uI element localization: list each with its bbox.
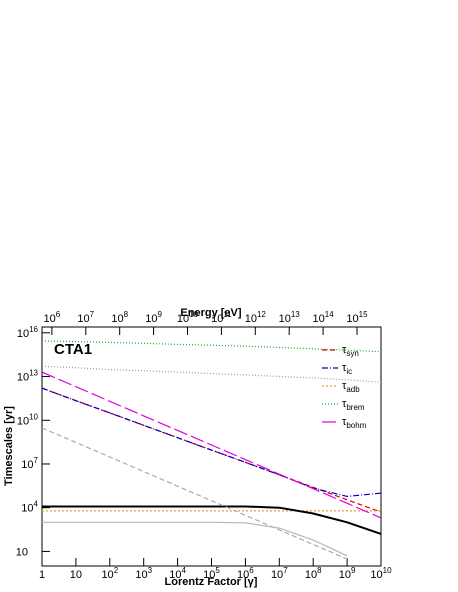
plot-lines [42, 340, 381, 560]
series-line [42, 427, 348, 560]
x2-tick-label: 108 [111, 310, 128, 325]
legend-label: τadb [342, 380, 360, 394]
x2-tick-label: 1010 [177, 310, 199, 325]
y-tick-label: 1013 [17, 369, 39, 384]
x-axis-label: Lorentz Factor [γ] [165, 576, 258, 588]
y-axis-label: Timescales [yr] [3, 406, 15, 486]
legend-label: τic [342, 362, 352, 376]
x-tick-label: 108 [305, 566, 322, 581]
series-line [42, 365, 381, 383]
x2-tick-label: 1015 [346, 310, 368, 325]
y-tick-label: 104 [21, 500, 38, 515]
y-tick-label: 10 [16, 546, 28, 558]
series-line [42, 387, 381, 498]
x-tick-label: 109 [339, 566, 356, 581]
x2-tick-label: 1012 [245, 310, 267, 325]
legend-label: τbrem [342, 398, 365, 412]
x2-axis-label: Energy [eV] [180, 307, 241, 319]
x-tick-label: 103 [135, 566, 152, 581]
plot-frame [41, 326, 382, 567]
x-tick-label: 105 [203, 566, 220, 581]
chart-title: CTA1 [54, 341, 92, 358]
x-tick-label: 1 [39, 569, 45, 581]
y-tick-label: 1016 [17, 325, 39, 340]
x-tick-label: 104 [169, 566, 186, 581]
x2-tick-label: 1013 [279, 310, 301, 325]
x-tick-label: 1010 [370, 566, 392, 581]
legend-label: τbohm [342, 416, 367, 430]
y-tick-label: 1010 [17, 412, 39, 427]
x2-tick-label: 106 [44, 310, 61, 325]
x-tick-label: 106 [237, 566, 254, 581]
x2-tick-label: 1014 [313, 310, 335, 325]
x2-tick-label: 107 [77, 310, 94, 325]
series-line [42, 371, 381, 519]
x2-tick-label: 109 [145, 310, 162, 325]
y-tick-label: 107 [21, 456, 38, 471]
x-tick-label: 10 [70, 569, 82, 581]
x2-tick-label: 1011 [211, 310, 232, 325]
series-line [42, 505, 381, 535]
legend-label: τsyn [342, 344, 359, 358]
x-tick-label: 107 [271, 566, 288, 581]
series-line [42, 521, 348, 557]
series-line [42, 340, 381, 353]
x-tick-label: 102 [101, 566, 118, 581]
